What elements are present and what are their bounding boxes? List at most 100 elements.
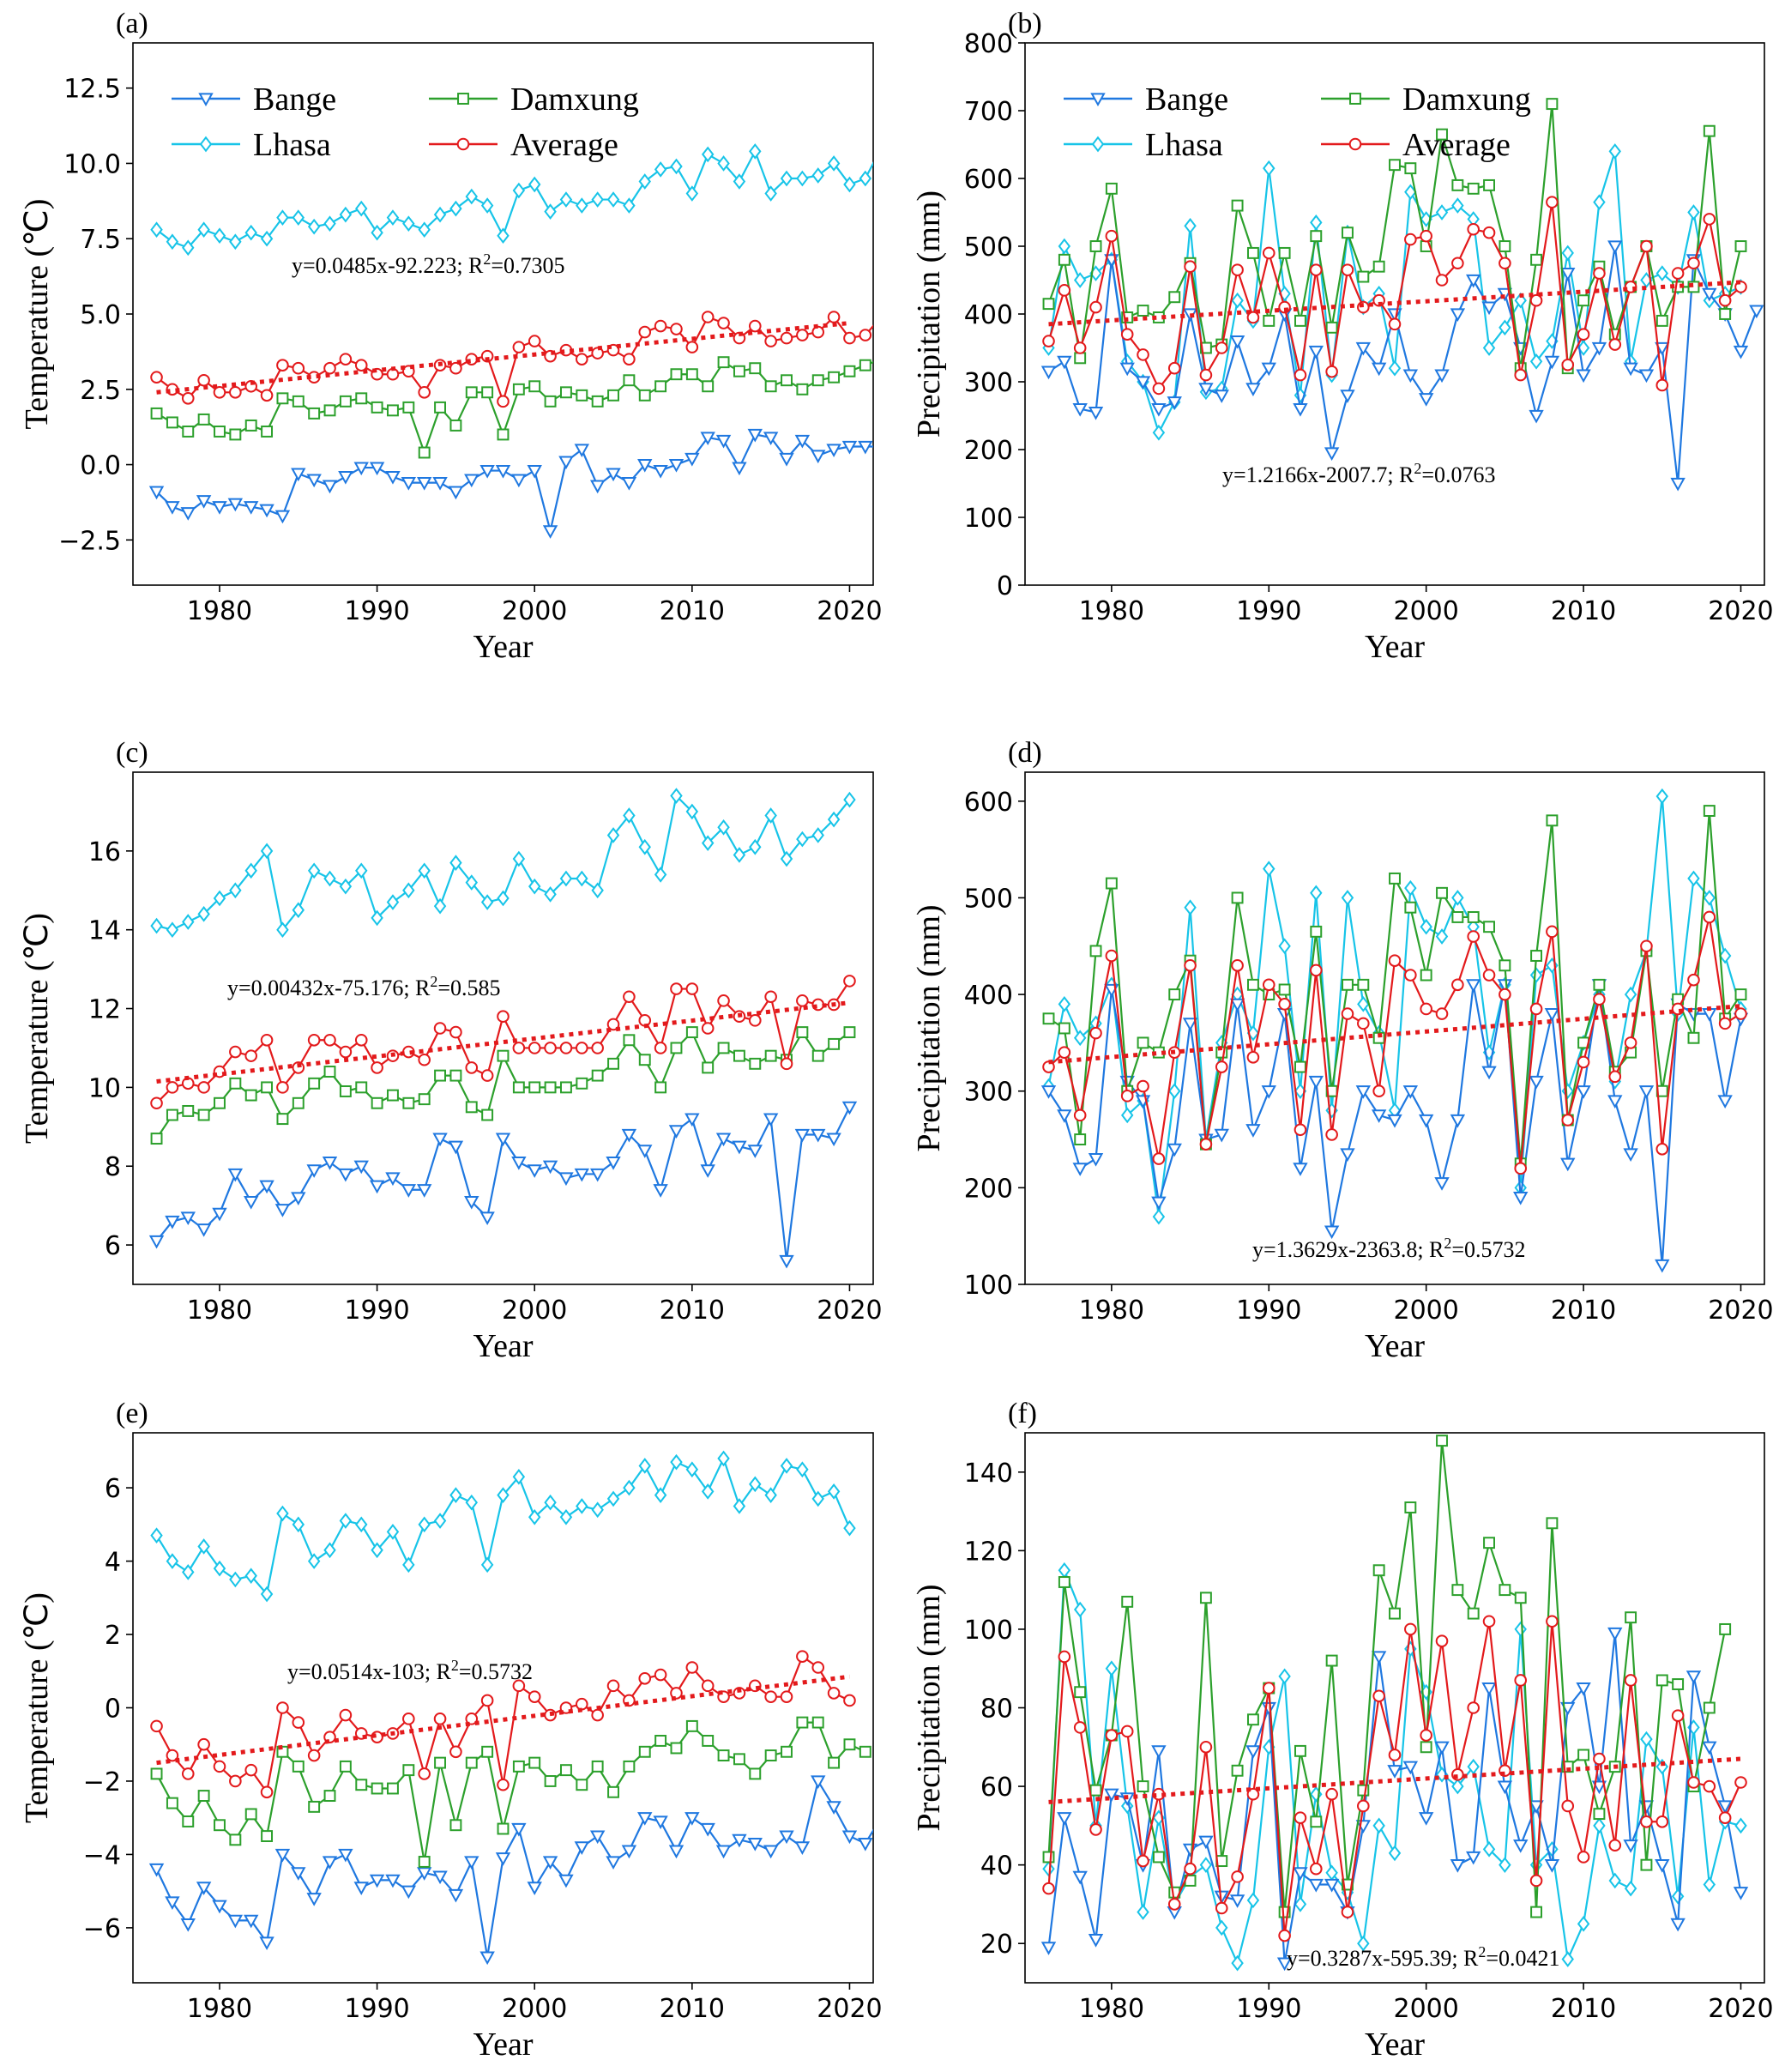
data-point-damxung [434,401,447,414]
legend-item-damxung: Damxung [429,82,639,118]
data-point-lhasa [402,215,415,233]
data-point-average [339,1708,353,1722]
data-point-bange [1167,396,1182,410]
data-point-damxung [418,1856,431,1868]
data-point-damxung [355,1779,368,1791]
data-point-lhasa [197,221,210,239]
data-point-average [764,335,777,347]
data-point-lhasa [402,882,415,899]
data-point-bange [1607,240,1623,255]
data-point-damxung [244,1089,257,1102]
data-point-bange [1245,383,1261,396]
data-point-bange [1591,1780,1607,1795]
data-point-bange [1387,1765,1402,1779]
y-tick-label: 7.5 [80,225,121,255]
data-point-bange [1387,1114,1402,1128]
data-point-bange [1402,1761,1419,1775]
data-point-bange [464,1195,479,1210]
data-point-bange [875,442,887,453]
data-point-bange [401,477,417,491]
data-point-bange [826,1801,841,1815]
data-point-damxung [733,1753,745,1766]
data-point-damxung [811,374,824,387]
data-point-bange [1418,1812,1434,1826]
data-point-damxung [749,362,762,375]
data-point-damxung [1483,178,1495,191]
data-point-damxung [1530,1906,1543,1918]
data-point-damxung [638,1745,651,1758]
series-bange [1040,979,1749,1273]
data-point-bange [338,471,353,485]
data-point-lhasa [749,143,762,160]
data-point-damxung [843,1738,856,1751]
series-average [1042,910,1747,1175]
data-point-bange [606,1856,621,1870]
data-point-damxung [308,407,321,420]
y-tick-label: 60 [980,1773,1013,1803]
data-point-bange [527,464,542,479]
data-point-lhasa [1199,1857,1213,1873]
data-point-damxung [481,1745,494,1758]
data-point-damxung [1294,1060,1306,1073]
data-point-bange [1229,998,1245,1012]
data-point-damxung [717,356,730,369]
data-point-average [480,349,494,363]
y-tick-label: 140 [964,1459,1013,1489]
data-point-damxung [1451,178,1464,191]
plot-area [1040,788,1749,1273]
data-point-damxung [418,1093,431,1106]
data-point-bange [244,501,259,515]
data-point-lhasa [480,894,494,910]
y-tick-label: 400 [964,300,1013,330]
data-point-bange [732,1833,747,1848]
data-point-average [1608,1070,1622,1084]
data-point-bange [1481,1682,1497,1696]
data-point-lhasa [528,176,541,193]
series-bange [148,1101,858,1269]
data-point-bange [1638,369,1655,384]
data-point-average [1404,969,1417,982]
data-point-lhasa [292,209,305,226]
data-point-average [1058,1046,1071,1059]
trend-line [156,1674,850,1766]
series-bange [1040,240,1764,492]
data-point-bange [1544,1859,1560,1873]
data-point-bange [259,504,274,518]
data-point-lhasa [701,1483,715,1500]
data-point-lhasa [182,914,195,930]
data-point-damxung [276,392,289,405]
legend-marker [456,137,470,151]
data-point-lhasa [323,215,336,233]
x-tick-label: 2010 [660,1296,725,1326]
data-point-average [1309,964,1323,977]
data-point-damxung [1357,1784,1370,1797]
data-point-average [1388,1749,1402,1761]
data-point-average [780,1057,793,1071]
data-point-bange [1151,403,1167,417]
data-point-average [181,1767,195,1780]
data-point-average [1341,1906,1354,1918]
data-point-average [1184,958,1197,972]
x-axis-label: Year [1365,2027,1425,2063]
x-tick-label: 1980 [187,1296,252,1326]
data-point-average [260,1785,274,1799]
panel-label: (d) [1008,737,1042,769]
data-point-average [685,982,699,995]
data-point-damxung [323,1066,336,1078]
data-point-damxung [1593,978,1606,991]
data-point-bange [274,510,291,524]
data-point-bange [1623,1148,1638,1162]
data-point-damxung [1467,182,1480,195]
x-tick-label: 1980 [187,596,252,626]
data-point-damxung [1467,911,1480,923]
data-point-lhasa [449,200,462,217]
data-point-average [701,311,715,323]
data-point-lhasa [433,897,447,915]
data-point-lhasa [1137,1904,1149,1920]
data-point-bange [1607,1627,1623,1641]
data-point-bange [589,1168,606,1182]
x-tick-label: 1990 [344,1994,409,2024]
data-point-damxung [449,1819,462,1832]
y-tick-label: 16 [88,837,121,867]
data-point-lhasa [623,1479,636,1496]
